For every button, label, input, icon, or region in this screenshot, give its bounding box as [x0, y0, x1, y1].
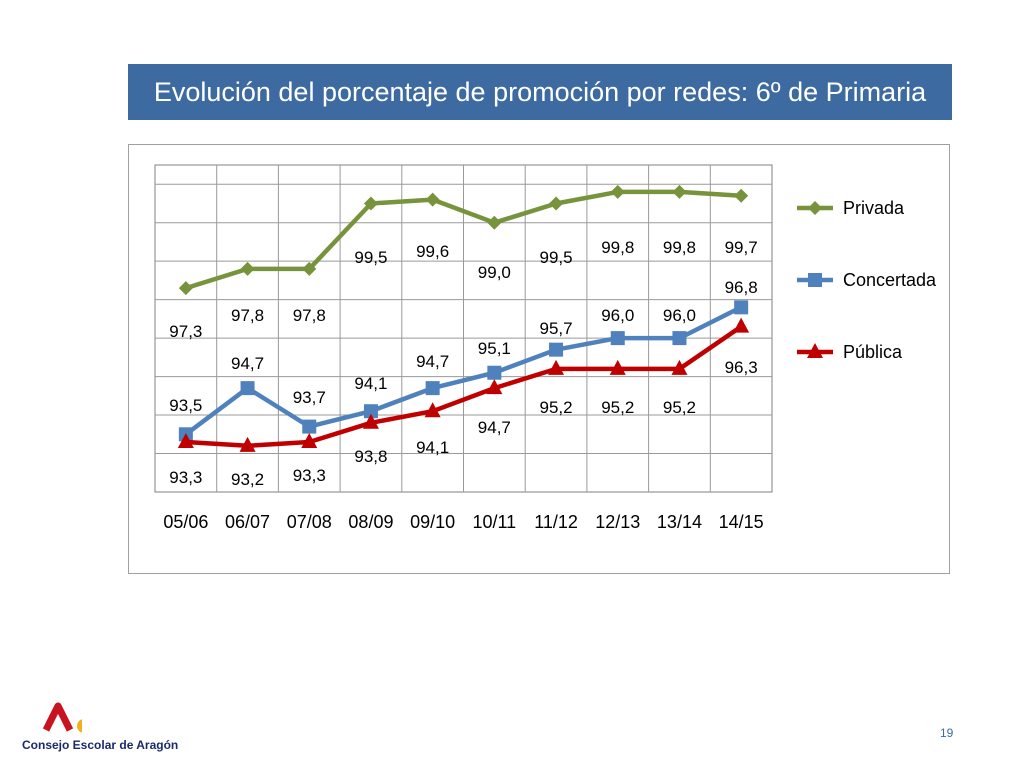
data-point	[424, 402, 441, 418]
data-label: 99,8	[601, 238, 634, 257]
x-tick-label: 14/15	[719, 512, 764, 532]
data-label: 94,1	[416, 438, 449, 457]
data-label: 93,5	[169, 396, 202, 415]
data-point	[610, 331, 625, 346]
data-label: 95,1	[478, 339, 511, 358]
data-point	[178, 281, 193, 296]
data-point	[486, 379, 503, 395]
data-point	[177, 432, 194, 448]
data-label: 93,7	[293, 388, 326, 407]
data-label: 93,8	[354, 447, 387, 466]
data-point	[362, 413, 379, 429]
data-point	[425, 192, 440, 207]
data-label: 96,3	[725, 358, 758, 377]
data-label: 99,5	[540, 248, 573, 267]
data-point	[240, 261, 255, 276]
data-label: 99,7	[725, 238, 758, 257]
series-line-concertada	[184, 305, 743, 437]
data-label: 94,7	[416, 352, 449, 371]
x-tick-label: 11/12	[534, 512, 578, 532]
data-point	[610, 184, 625, 199]
data-point	[672, 184, 687, 199]
data-point	[240, 381, 255, 396]
x-tick-label: 07/08	[287, 512, 332, 532]
legend-marker	[807, 343, 823, 358]
series-line-privada	[185, 189, 742, 291]
x-tick-label: 08/09	[348, 512, 393, 532]
logo-arc-icon	[42, 702, 91, 733]
legend-marker	[808, 201, 822, 215]
x-tick-label: 12/13	[595, 512, 640, 532]
x-tick-label: 05/06	[163, 512, 208, 532]
page-number: 19	[940, 726, 954, 740]
data-point	[302, 261, 317, 276]
data-label: 99,6	[416, 242, 449, 261]
legend-label: Pública	[843, 342, 903, 362]
data-label: 97,3	[169, 322, 202, 341]
data-label: 93,3	[293, 466, 326, 485]
data-label: 96,8	[725, 278, 758, 297]
logo-text: Consejo Escolar de Aragón	[22, 738, 179, 752]
data-label: 94,1	[354, 374, 387, 393]
logo: Consejo Escolar de Aragón	[22, 700, 178, 756]
x-tick-label: 13/14	[657, 512, 702, 532]
data-point	[549, 342, 564, 357]
data-point	[487, 215, 502, 230]
data-point	[425, 381, 440, 396]
data-point	[301, 432, 318, 448]
data-point	[548, 359, 565, 375]
data-label: 95,2	[601, 398, 634, 417]
data-label: 93,3	[169, 468, 202, 487]
data-label: 99,8	[663, 238, 696, 257]
data-point	[733, 317, 750, 333]
x-tick-label: 06/07	[225, 512, 270, 532]
data-label: 96,0	[601, 306, 634, 325]
data-label: 97,8	[231, 306, 264, 325]
data-label: 93,2	[231, 470, 264, 489]
chart-frame: 05/06 06/07 07/08 08/09 09/10 10/11 11/12 12/13…	[128, 144, 950, 574]
data-label: 95,2	[663, 398, 696, 417]
data-point	[672, 331, 687, 346]
data-point	[549, 196, 564, 211]
legend-label: Privada	[843, 198, 905, 218]
data-label: 99,5	[354, 248, 387, 267]
data-label: 96,0	[663, 306, 696, 325]
data-label: 94,7	[231, 354, 264, 373]
data-point	[363, 196, 378, 211]
data-point	[734, 188, 749, 203]
slide-title: Evolución del porcentaje de promoción po…	[128, 64, 952, 120]
x-tick-label: 10/11	[472, 512, 516, 532]
legend-marker	[808, 273, 822, 287]
x-tick-label: 09/10	[410, 512, 455, 532]
data-point	[363, 404, 378, 419]
data-point	[734, 300, 749, 315]
legend-label: Concertada	[843, 270, 937, 290]
data-label: 99,0	[478, 263, 511, 282]
line-chart: 05/06 06/07 07/08 08/09 09/10 10/11 11/12 12/13…	[154, 164, 937, 532]
data-label: 95,2	[540, 398, 573, 417]
data-point	[239, 436, 256, 452]
series-line-pública	[185, 324, 743, 449]
data-point	[671, 359, 688, 375]
data-label: 95,7	[540, 319, 573, 338]
data-label: 94,7	[478, 418, 511, 437]
data-label: 97,8	[293, 306, 326, 325]
data-point	[302, 419, 317, 434]
data-point	[609, 359, 626, 375]
data-point	[487, 365, 502, 380]
